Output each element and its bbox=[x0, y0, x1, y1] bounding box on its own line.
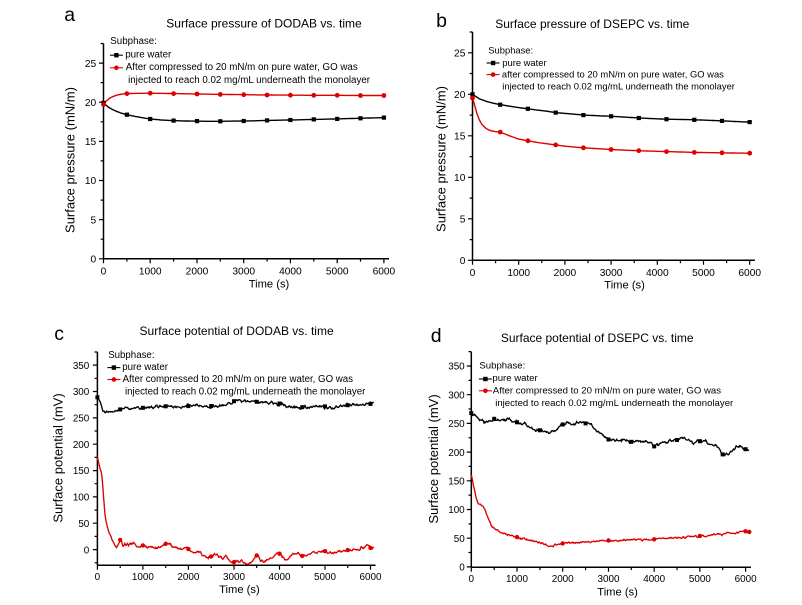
svg-text:100: 100 bbox=[73, 493, 90, 504]
svg-text:250: 250 bbox=[448, 419, 465, 430]
svg-text:injected to reach 0.02 mg/mL u: injected to reach 0.02 mg/mL underneath … bbox=[125, 386, 366, 397]
svg-text:d: d bbox=[431, 325, 442, 347]
svg-text:1000: 1000 bbox=[132, 572, 154, 583]
svg-text:4000: 4000 bbox=[646, 268, 669, 279]
svg-text:Time (s): Time (s) bbox=[604, 280, 645, 292]
svg-text:b: b bbox=[436, 10, 447, 32]
svg-text:20: 20 bbox=[454, 90, 466, 101]
svg-text:0: 0 bbox=[470, 268, 476, 279]
svg-text:200: 200 bbox=[73, 440, 90, 451]
svg-text:After compressed to 20 mN/m on: After compressed to 20 mN/m on pure wate… bbox=[126, 62, 358, 73]
svg-text:3000: 3000 bbox=[600, 268, 623, 279]
svg-text:1000: 1000 bbox=[506, 574, 528, 585]
svg-text:3000: 3000 bbox=[223, 572, 245, 583]
svg-text:Surface pressure (mN/m): Surface pressure (mN/m) bbox=[433, 86, 448, 232]
svg-text:0: 0 bbox=[469, 574, 475, 585]
svg-text:c: c bbox=[54, 323, 64, 345]
svg-text:pure water: pure water bbox=[122, 362, 169, 373]
svg-text:5000: 5000 bbox=[689, 574, 711, 585]
svg-text:3000: 3000 bbox=[598, 574, 620, 585]
svg-text:Surface potential of DSEPC vs.: Surface potential of DSEPC vs. time bbox=[501, 331, 694, 345]
svg-text:15: 15 bbox=[85, 137, 97, 148]
svg-text:Time (s): Time (s) bbox=[249, 279, 290, 291]
svg-text:After compressed to 20 mN/m on: After compressed to 20 mN/m on pure wate… bbox=[123, 374, 354, 385]
svg-text:5000: 5000 bbox=[314, 572, 336, 583]
svg-text:2000: 2000 bbox=[177, 572, 199, 583]
svg-text:pure water: pure water bbox=[125, 50, 172, 61]
svg-text:20: 20 bbox=[85, 98, 97, 109]
svg-text:Subphase:: Subphase: bbox=[479, 361, 525, 372]
svg-text:4000: 4000 bbox=[269, 572, 291, 583]
svg-text:Time (s): Time (s) bbox=[597, 586, 638, 598]
svg-text:Subphase:: Subphase: bbox=[108, 350, 154, 361]
svg-text:Surface potential (mV): Surface potential (mV) bbox=[50, 393, 65, 522]
svg-text:Subphase:: Subphase: bbox=[488, 44, 533, 55]
svg-text:300: 300 bbox=[448, 390, 465, 401]
svg-text:Surface pressure (mN/m): Surface pressure (mN/m) bbox=[63, 87, 78, 233]
svg-text:50: 50 bbox=[454, 534, 465, 545]
svg-text:injected to reach 0.02 mg/mL u: injected to reach 0.02 mg/mL underneath … bbox=[502, 80, 735, 91]
svg-text:6000: 6000 bbox=[738, 268, 761, 279]
svg-text:Surface pressure of DSEPC vs.: Surface pressure of DSEPC vs. time bbox=[495, 17, 689, 31]
svg-text:350: 350 bbox=[448, 362, 465, 373]
svg-text:3000: 3000 bbox=[232, 267, 255, 278]
svg-text:pure water: pure water bbox=[492, 373, 538, 384]
svg-text:10: 10 bbox=[85, 176, 97, 187]
svg-text:5000: 5000 bbox=[692, 268, 715, 279]
svg-text:2000: 2000 bbox=[552, 574, 574, 585]
svg-text:0: 0 bbox=[101, 267, 107, 278]
svg-text:2000: 2000 bbox=[186, 267, 209, 278]
svg-text:0: 0 bbox=[95, 572, 101, 583]
svg-text:0: 0 bbox=[91, 255, 97, 266]
svg-text:6000: 6000 bbox=[735, 574, 757, 585]
svg-text:150: 150 bbox=[448, 477, 465, 488]
svg-text:4000: 4000 bbox=[279, 267, 302, 278]
svg-text:Surface potential (mV): Surface potential (mV) bbox=[426, 394, 441, 523]
svg-text:350: 350 bbox=[73, 361, 90, 372]
svg-text:4000: 4000 bbox=[643, 574, 665, 585]
svg-text:0: 0 bbox=[84, 545, 90, 556]
svg-text:6000: 6000 bbox=[373, 267, 396, 278]
svg-text:Subphase:: Subphase: bbox=[110, 36, 157, 47]
svg-text:200: 200 bbox=[448, 448, 465, 459]
svg-text:Time (s): Time (s) bbox=[219, 584, 260, 596]
svg-text:6000: 6000 bbox=[360, 572, 382, 583]
svg-text:150: 150 bbox=[73, 466, 90, 477]
svg-text:50: 50 bbox=[78, 519, 89, 530]
svg-text:250: 250 bbox=[73, 414, 90, 425]
svg-text:5000: 5000 bbox=[326, 267, 349, 278]
svg-text:pure water: pure water bbox=[502, 57, 546, 68]
svg-text:5: 5 bbox=[91, 215, 97, 226]
svg-text:After compressed to 20 mN/m on: After compressed to 20 mN/m on pure wate… bbox=[493, 386, 721, 397]
svg-text:300: 300 bbox=[73, 387, 90, 398]
svg-text:0: 0 bbox=[460, 256, 466, 267]
svg-text:1000: 1000 bbox=[139, 267, 162, 278]
svg-text:1000: 1000 bbox=[507, 268, 530, 279]
svg-text:100: 100 bbox=[448, 505, 465, 516]
svg-text:Surface potential of DODAB vs.: Surface potential of DODAB vs. time bbox=[140, 324, 334, 338]
svg-text:injected to reach 0.02 mg/mL u: injected to reach 0.02 mg/mL underneath … bbox=[495, 398, 734, 409]
svg-text:25: 25 bbox=[454, 49, 466, 60]
svg-text:a: a bbox=[64, 4, 75, 26]
svg-text:injected to reach 0.02 mg/mL u: injected to reach 0.02 mg/mL underneath … bbox=[128, 75, 371, 86]
svg-text:25: 25 bbox=[85, 59, 97, 70]
svg-text:5: 5 bbox=[460, 215, 466, 226]
svg-text:10: 10 bbox=[454, 173, 466, 184]
svg-text:Surface pressure of DODAB vs.: Surface pressure of DODAB vs. time bbox=[166, 16, 362, 30]
svg-text:2000: 2000 bbox=[554, 268, 577, 279]
svg-text:0: 0 bbox=[459, 563, 465, 574]
svg-text:after compressed to 20 mN/m on: after compressed to 20 mN/m on pure wate… bbox=[502, 69, 724, 80]
svg-text:15: 15 bbox=[454, 132, 466, 143]
